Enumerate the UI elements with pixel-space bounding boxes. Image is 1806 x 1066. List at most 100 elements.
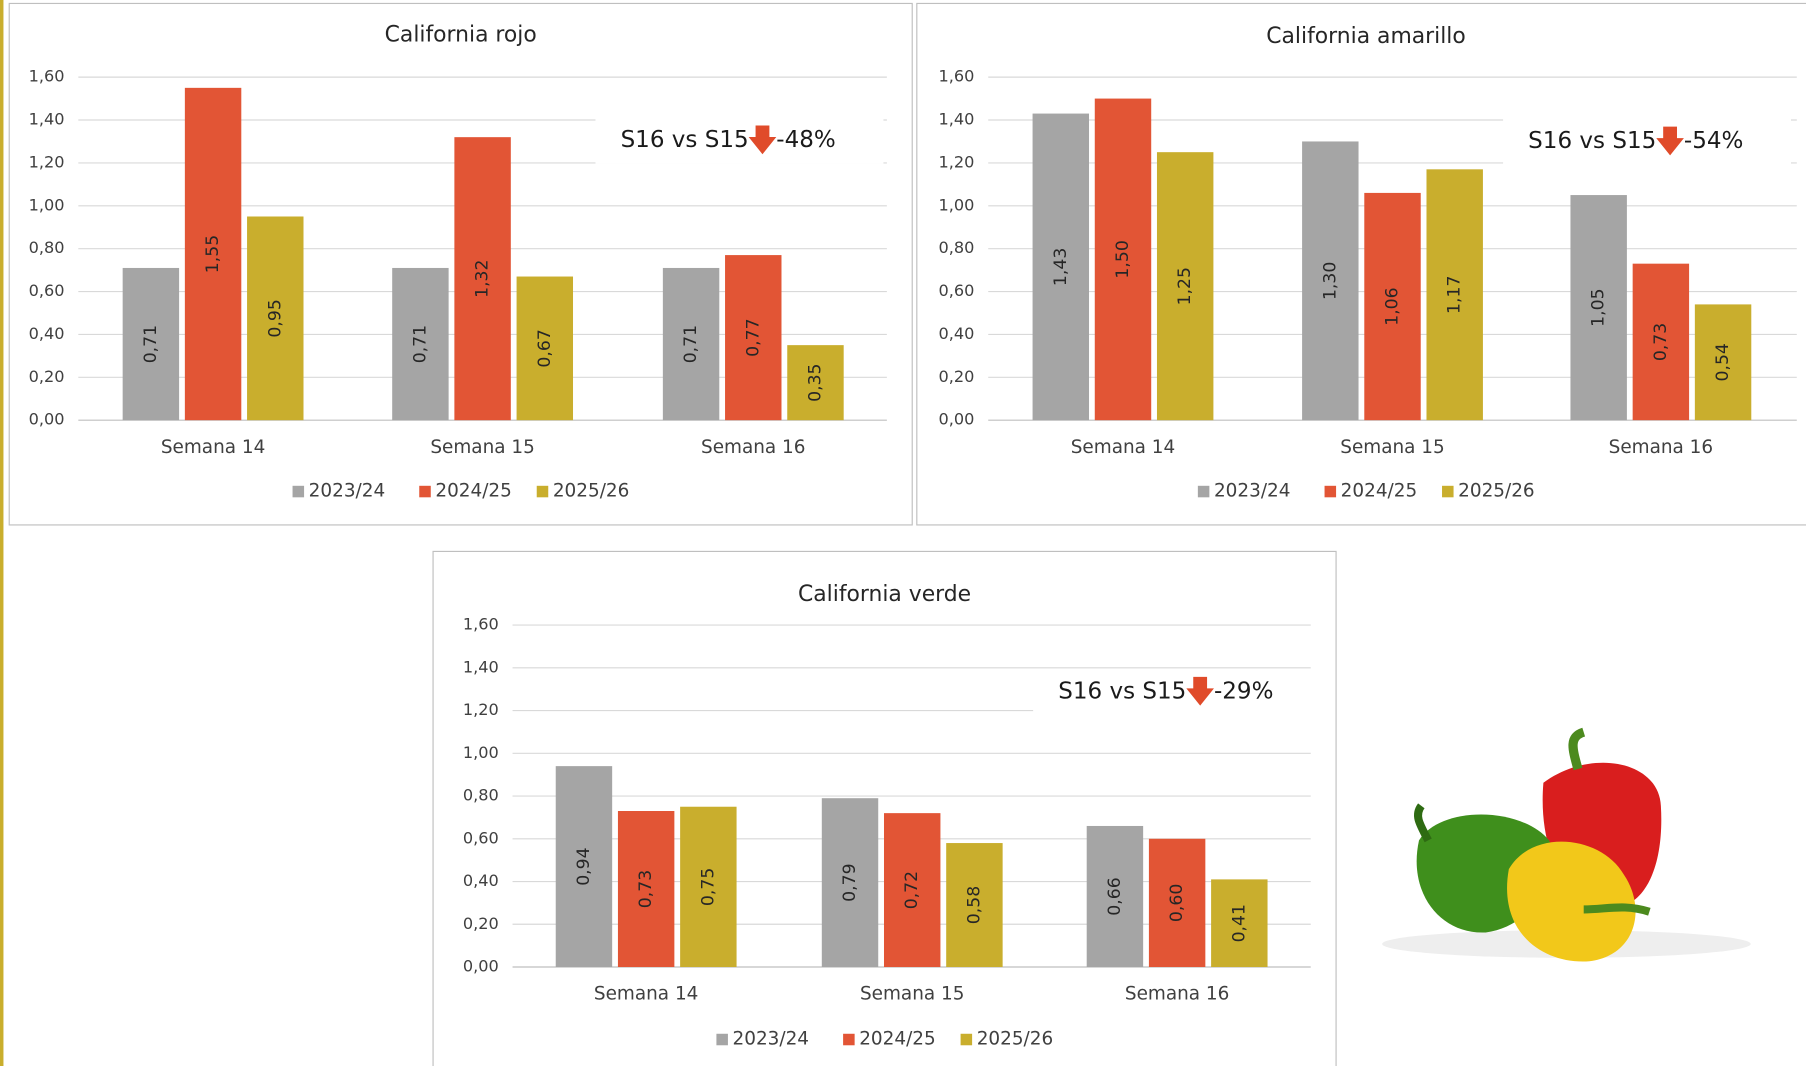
y-tick-label: 1,00 bbox=[463, 743, 499, 762]
down-arrow bbox=[1656, 126, 1684, 156]
bar bbox=[617, 811, 675, 967]
value-label: 0,71 bbox=[681, 325, 701, 363]
legend-swatch bbox=[292, 485, 305, 498]
bar bbox=[1570, 195, 1627, 421]
value-label: 1,06 bbox=[1383, 287, 1403, 325]
legend-swatch bbox=[1324, 485, 1337, 498]
bar bbox=[821, 798, 879, 967]
bar bbox=[1156, 152, 1214, 421]
value-label: 0,54 bbox=[1713, 343, 1733, 381]
value-label: 0,79 bbox=[840, 863, 860, 901]
value-label: 1,30 bbox=[1320, 262, 1340, 300]
y-tick-label: 0,00 bbox=[463, 957, 499, 976]
bar bbox=[1086, 825, 1144, 967]
x-tick-label: Semana 16 bbox=[1609, 437, 1713, 458]
y-tick-label: 1,40 bbox=[29, 110, 65, 129]
bar bbox=[454, 137, 511, 421]
legend-label: 2025/26 bbox=[1458, 481, 1534, 502]
legend-swatch bbox=[716, 1033, 728, 1046]
y-tick-label: 0,60 bbox=[939, 281, 975, 300]
y-tick-label: 1,40 bbox=[939, 110, 975, 129]
value-label: 1,32 bbox=[473, 259, 493, 297]
y-tick-label: 0,20 bbox=[29, 367, 65, 386]
value-label: 0,58 bbox=[964, 886, 984, 924]
value-label: 0,71 bbox=[410, 325, 430, 363]
value-label: 1,50 bbox=[1113, 240, 1133, 278]
y-tick-label: 1,60 bbox=[939, 67, 975, 86]
value-label: 0,60 bbox=[1167, 884, 1187, 922]
value-label: 0,71 bbox=[141, 325, 161, 363]
legend-label: 2023/24 bbox=[309, 481, 385, 502]
chart-title: California verde bbox=[798, 582, 971, 607]
bar bbox=[662, 267, 720, 421]
bar bbox=[1094, 98, 1152, 421]
bar bbox=[1364, 192, 1421, 421]
y-tick-label: 1,20 bbox=[463, 700, 499, 719]
bar bbox=[555, 766, 613, 967]
y-tick-label: 0,60 bbox=[29, 281, 65, 300]
y-tick-label: 1,20 bbox=[939, 152, 975, 171]
value-label: 0,67 bbox=[535, 329, 555, 367]
peppers-image bbox=[1382, 727, 1751, 962]
down-arrow bbox=[1186, 676, 1214, 706]
bar bbox=[787, 345, 844, 421]
y-tick-label: 1,00 bbox=[29, 195, 65, 214]
value-label: 1,25 bbox=[1175, 267, 1195, 305]
bar bbox=[883, 813, 941, 967]
legend-swatch bbox=[1197, 485, 1210, 498]
bar bbox=[392, 267, 449, 421]
y-tick-label: 0,40 bbox=[29, 324, 65, 343]
value-label: 0,35 bbox=[805, 363, 825, 401]
bar bbox=[725, 255, 782, 421]
annotation-change: -29% bbox=[1214, 678, 1273, 704]
y-tick-label: 1,40 bbox=[463, 657, 499, 676]
x-tick-label: Semana 14 bbox=[594, 984, 698, 1005]
y-tick-label: 0,80 bbox=[29, 238, 65, 257]
down-arrow bbox=[748, 125, 777, 155]
y-tick-label: 0,20 bbox=[463, 914, 499, 933]
x-tick-label: Semana 15 bbox=[860, 984, 964, 1005]
chart-title: California amarillo bbox=[1266, 24, 1465, 49]
legend-label: 2023/24 bbox=[733, 1029, 809, 1050]
value-label: 1,17 bbox=[1445, 276, 1465, 314]
annotation-change: -48% bbox=[776, 127, 835, 153]
value-label: 0,94 bbox=[574, 847, 594, 885]
legend-swatch bbox=[419, 485, 431, 498]
value-label: 0,95 bbox=[265, 299, 285, 337]
value-label: 0,41 bbox=[1229, 904, 1249, 942]
x-tick-label: Semana 15 bbox=[1340, 437, 1444, 458]
bar bbox=[516, 276, 574, 421]
legend-label: 2023/24 bbox=[1214, 481, 1290, 502]
value-label: 0,77 bbox=[743, 318, 763, 356]
y-tick-label: 1,60 bbox=[463, 615, 499, 634]
y-tick-label: 0,00 bbox=[939, 410, 975, 429]
annotation-text: S16 vs S15 bbox=[1528, 128, 1656, 154]
bar bbox=[1426, 169, 1483, 421]
bar bbox=[1211, 879, 1268, 967]
annotation-bg bbox=[1503, 118, 1792, 165]
y-tick-label: 0,80 bbox=[939, 238, 975, 257]
annotation-bg bbox=[1033, 668, 1322, 715]
y-tick-label: 0,80 bbox=[463, 786, 499, 805]
legend-swatch bbox=[843, 1033, 855, 1046]
y-tick-label: 0,20 bbox=[939, 367, 975, 386]
legend-label: 2024/25 bbox=[1341, 481, 1417, 502]
x-tick-label: Semana 14 bbox=[161, 437, 265, 458]
annotation-bg bbox=[595, 117, 884, 164]
bar bbox=[1632, 263, 1690, 421]
bar bbox=[122, 267, 180, 421]
bar bbox=[247, 216, 304, 421]
value-label: 1,43 bbox=[1051, 248, 1071, 286]
x-tick-label: Semana 16 bbox=[1125, 984, 1229, 1005]
bar bbox=[1694, 304, 1752, 421]
bar bbox=[680, 806, 737, 967]
legend-swatch bbox=[536, 485, 549, 498]
y-tick-label: 0,60 bbox=[463, 828, 499, 847]
legend-label: 2024/25 bbox=[435, 481, 511, 502]
value-label: 0,66 bbox=[1105, 877, 1125, 915]
bar bbox=[946, 843, 1003, 967]
value-label: 1,55 bbox=[203, 235, 223, 273]
legend-label: 2025/26 bbox=[553, 481, 629, 502]
value-label: 0,72 bbox=[902, 871, 922, 909]
